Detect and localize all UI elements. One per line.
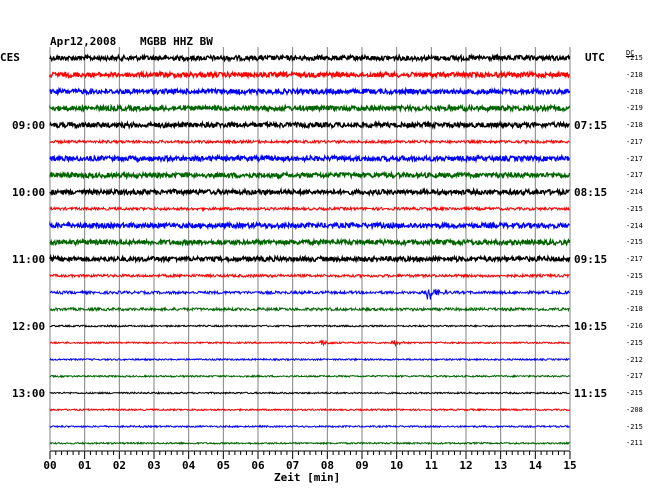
dc-offset-label: -215 bbox=[626, 338, 643, 347]
x-tick-label: 01 bbox=[78, 459, 92, 472]
right-time-label: 08:15 bbox=[574, 186, 608, 199]
dc-offset-label: -217 bbox=[626, 137, 643, 146]
dc-offset-label: -218 bbox=[626, 121, 643, 129]
x-tick-label: 13 bbox=[494, 459, 508, 472]
seismic-trace-green bbox=[49, 237, 571, 248]
dc-offset-label: -219 bbox=[626, 288, 643, 297]
seismic-trace-blue bbox=[49, 424, 570, 429]
seismic-trace-blue bbox=[49, 153, 571, 164]
dc-offset-label: -215 bbox=[626, 238, 643, 247]
date-label: Apr12,2008 bbox=[50, 35, 117, 48]
x-tick-label: 14 bbox=[528, 459, 542, 472]
seismic-trace-green bbox=[49, 441, 570, 446]
seismic-trace-red bbox=[49, 407, 571, 412]
x-tick-label: 15 bbox=[563, 459, 577, 472]
seismic-trace-red bbox=[49, 69, 571, 80]
seismic-trace-blue bbox=[49, 220, 570, 231]
x-tick-label: 12 bbox=[459, 459, 473, 472]
dc-offset-label: -217 bbox=[626, 372, 643, 381]
dc-offset-label: -214 bbox=[626, 188, 643, 196]
x-tick-label: 10 bbox=[390, 459, 404, 472]
left-timezone-label: CES bbox=[0, 51, 20, 64]
left-time-label: 12:00 bbox=[12, 320, 46, 333]
dc-offset-label: -217 bbox=[626, 171, 643, 180]
dc-offset-label: -216 bbox=[626, 322, 643, 330]
seismic-trace-green bbox=[49, 305, 570, 313]
seismic-trace-black bbox=[49, 119, 570, 131]
seismic-trace-red bbox=[49, 339, 570, 348]
x-axis-label: Zeit [min] bbox=[274, 471, 341, 484]
dc-offset-label: -217 bbox=[626, 255, 643, 263]
dc-offset-label: -218 bbox=[626, 87, 643, 96]
x-tick-label: 06 bbox=[251, 459, 265, 472]
seismic-trace-green bbox=[49, 103, 571, 114]
dc-offset-label: -215 bbox=[626, 271, 643, 280]
seismic-trace-black bbox=[49, 390, 570, 395]
x-tick-label: 04 bbox=[182, 459, 196, 472]
seismic-trace-green bbox=[49, 374, 570, 379]
dc-offset-label: -218 bbox=[626, 305, 643, 314]
seismic-trace-black bbox=[49, 52, 571, 64]
seismic-trace-blue bbox=[49, 288, 570, 300]
x-tick-label: 03 bbox=[147, 459, 161, 472]
seismic-trace-green bbox=[49, 170, 571, 181]
x-tick-label: 07 bbox=[286, 459, 300, 472]
right-time-label: 11:15 bbox=[574, 387, 608, 400]
x-tick-label: 08 bbox=[320, 459, 334, 472]
seismic-trace-black bbox=[49, 186, 570, 197]
right-time-label: 10:15 bbox=[574, 320, 608, 333]
left-time-label: 13:00 bbox=[12, 387, 46, 400]
seismic-trace-black bbox=[49, 253, 571, 264]
seismic-trace-blue bbox=[49, 86, 571, 97]
dc-offset-label: -217 bbox=[626, 154, 643, 163]
left-time-label: 10:00 bbox=[12, 186, 46, 199]
station-label: MGBB HHZ BW bbox=[140, 35, 213, 48]
right-time-label: 07:15 bbox=[574, 119, 608, 132]
x-tick-label: 00 bbox=[43, 459, 57, 472]
dc-offset-label: -215 bbox=[626, 389, 643, 397]
dc-offset-label: -219 bbox=[626, 104, 643, 113]
left-time-label: 09:00 bbox=[12, 119, 46, 132]
dc-offset-label: -212 bbox=[626, 355, 643, 364]
left-time-label: 11:00 bbox=[12, 253, 46, 266]
x-tick-label: 09 bbox=[355, 459, 369, 472]
dc-offset-label: -215 bbox=[626, 54, 643, 62]
dc-offset-label: -215 bbox=[626, 204, 643, 213]
right-time-label: 09:15 bbox=[574, 253, 608, 266]
seismic-trace-blue bbox=[49, 357, 570, 362]
dc-header-label: DC bbox=[626, 49, 635, 57]
x-tick-label: 11 bbox=[424, 459, 438, 472]
right-timezone-label: UTC bbox=[585, 51, 605, 64]
seismic-trace-red bbox=[49, 205, 571, 213]
x-tick-label: 05 bbox=[216, 459, 230, 472]
dc-offset-label: -218 bbox=[626, 70, 643, 79]
dc-offset-label: -211 bbox=[626, 439, 643, 448]
seismic-trace-red bbox=[49, 138, 570, 146]
dc-offset-label: -215 bbox=[626, 422, 643, 431]
seismic-trace-black bbox=[49, 323, 570, 329]
seismic-trace-red bbox=[49, 272, 570, 279]
dc-offset-label: -208 bbox=[626, 405, 643, 414]
dc-offset-label: -214 bbox=[626, 221, 643, 230]
x-tick-label: 02 bbox=[112, 459, 126, 472]
